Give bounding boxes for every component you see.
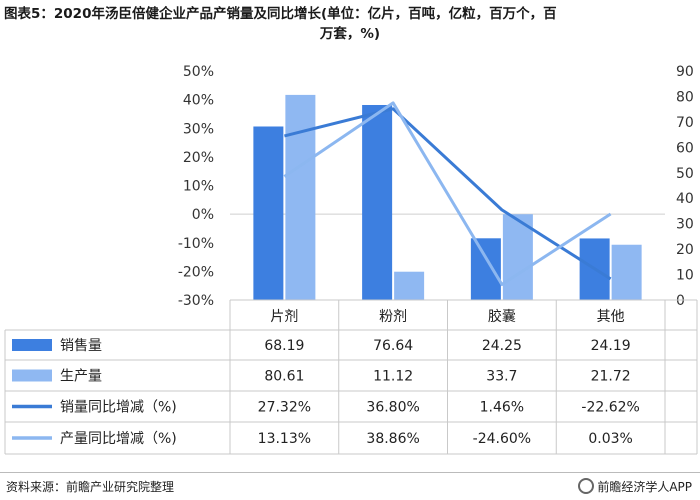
right-axis-tick: 30	[676, 217, 694, 233]
data-label: 24.25	[482, 338, 522, 354]
category-label: 胶囊	[488, 308, 516, 325]
right-axis-tick: 80	[676, 89, 694, 105]
footer: 资料来源：前瞻产业研究院整理 前瞻经济学人APP	[0, 472, 700, 500]
legend-swatch	[12, 369, 52, 382]
series-name: 销量同比增减（%)	[60, 400, 177, 416]
data-label: 80.61	[264, 369, 304, 385]
bar-production	[394, 271, 425, 300]
chart-title-line2: 万套，%)	[319, 26, 381, 42]
series-name: 销售量	[60, 338, 102, 354]
bar-production	[285, 94, 316, 300]
left-axis-tick: -20%	[178, 264, 214, 280]
line-production-yoy	[283, 101, 612, 286]
brand-logo-icon	[578, 478, 595, 494]
brand-name: 前瞻经济学人APP	[597, 480, 692, 494]
data-label: 33.7	[486, 369, 517, 385]
right-axis-tick: 70	[676, 115, 694, 131]
source-note: 资料来源：前瞻产业研究院整理	[6, 480, 175, 494]
brand-credit: 前瞻经济学人APP	[578, 478, 692, 495]
bar-production	[611, 244, 642, 300]
right-axis-tick: 90	[676, 64, 694, 80]
data-label: -24.60%	[473, 431, 531, 447]
data-label: 11.12	[373, 369, 413, 385]
data-label: 38.86%	[366, 431, 419, 447]
data-label: 1.46%	[480, 400, 524, 416]
data-label: 27.32%	[258, 400, 311, 416]
data-label: 13.13%	[258, 431, 311, 447]
bar-production	[502, 214, 533, 300]
left-axis-tick: 20%	[183, 150, 214, 166]
left-axis-tick: 50%	[183, 64, 214, 80]
left-axis-tick: -10%	[178, 236, 214, 252]
data-label: 68.19	[264, 338, 304, 354]
bar-sales	[362, 104, 393, 300]
right-axis-tick: 40	[676, 191, 694, 207]
data-label: 24.19	[591, 338, 631, 354]
line-sales-yoy	[284, 107, 612, 281]
series-name: 生产量	[60, 369, 102, 385]
legend-swatch	[12, 339, 52, 351]
left-axis-tick: 30%	[183, 121, 214, 137]
right-axis-tick: 50	[676, 166, 694, 182]
right-axis-tick: 60	[676, 140, 694, 156]
left-axis-tick: 40%	[183, 93, 214, 109]
data-label: 0.03%	[588, 431, 632, 447]
right-axis-tick: 20	[676, 242, 694, 258]
chart-title: 图表5：2020年汤臣倍健企业产品产销量及同比增长(单位：亿片，百吨，亿粒，百万…	[4, 4, 696, 44]
left-axis-tick: 0%	[192, 207, 214, 223]
bar-sales	[470, 238, 501, 300]
category-label: 粉剂	[379, 309, 407, 325]
category-label: 片剂	[270, 309, 298, 325]
chart-title-line1: 图表5：2020年汤臣倍健企业产品产销量及同比增长(单位：亿片，百吨，亿粒，百万…	[4, 6, 557, 22]
data-label: 76.64	[373, 338, 413, 354]
series-name: 产量同比增减（%)	[60, 431, 177, 447]
chart: 50% 40% 30% 20% 10% 0% -10% -20% -30% 90 80 70 60 50 4…	[4, 64, 698, 455]
right-axis-tick: 0	[676, 293, 685, 309]
category-label: 其他	[597, 309, 625, 325]
bar-sales	[253, 126, 284, 301]
left-axis-tick: 10%	[183, 179, 214, 195]
data-label: 36.80%	[366, 400, 419, 416]
right-axis-tick: 10	[676, 268, 694, 284]
data-label: 21.72	[591, 369, 631, 385]
data-label: -22.62%	[581, 400, 639, 416]
left-axis-tick: -30%	[178, 293, 214, 309]
